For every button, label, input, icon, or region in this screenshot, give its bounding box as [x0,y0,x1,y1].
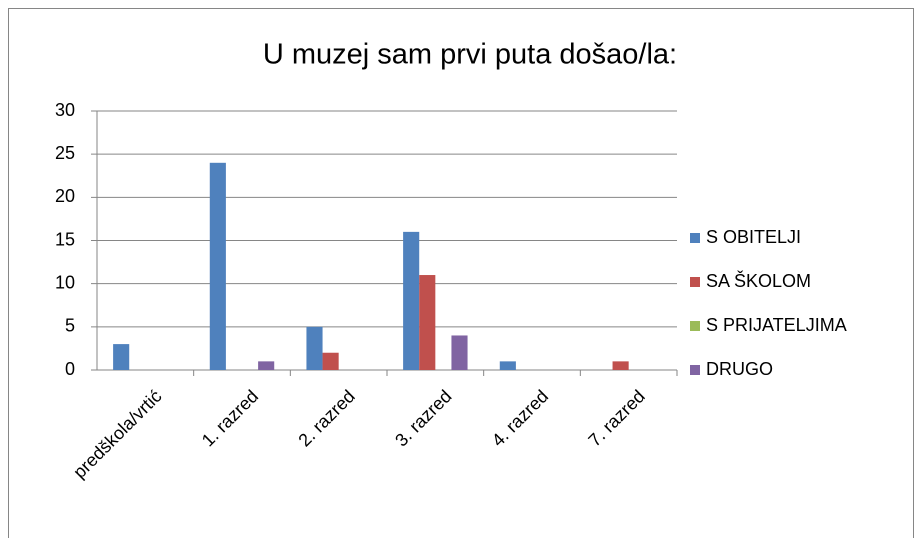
bar [258,361,275,370]
chart-title: U muzej sam prvi puta došao/la: [263,39,677,71]
y-tick-label: 5 [65,316,75,336]
legend-swatch [690,233,700,243]
legend-swatch [690,277,700,287]
bar [451,335,468,370]
bar [419,275,436,370]
y-tick-label: 20 [55,186,75,206]
bar [322,352,339,370]
bar [113,344,130,370]
y-tick-label: 10 [55,272,75,292]
y-tick-label: 25 [55,143,75,163]
legend-swatch [690,321,700,331]
bar [209,162,226,370]
bar [499,361,516,370]
legend-label: DRUGO [706,359,773,379]
y-tick-label: 30 [55,100,75,120]
legend-label: S PRIJATELJIMA [706,315,847,335]
legend-label: SA ŠKOLOM [706,270,811,291]
bar [403,231,420,370]
bar [612,361,629,370]
y-tick-label: 15 [55,229,75,249]
chart-frame [8,8,914,538]
bar [306,326,323,370]
y-tick-label: 0 [65,359,75,379]
legend-swatch [690,365,700,375]
legend-label: S OBITELJI [706,227,801,247]
